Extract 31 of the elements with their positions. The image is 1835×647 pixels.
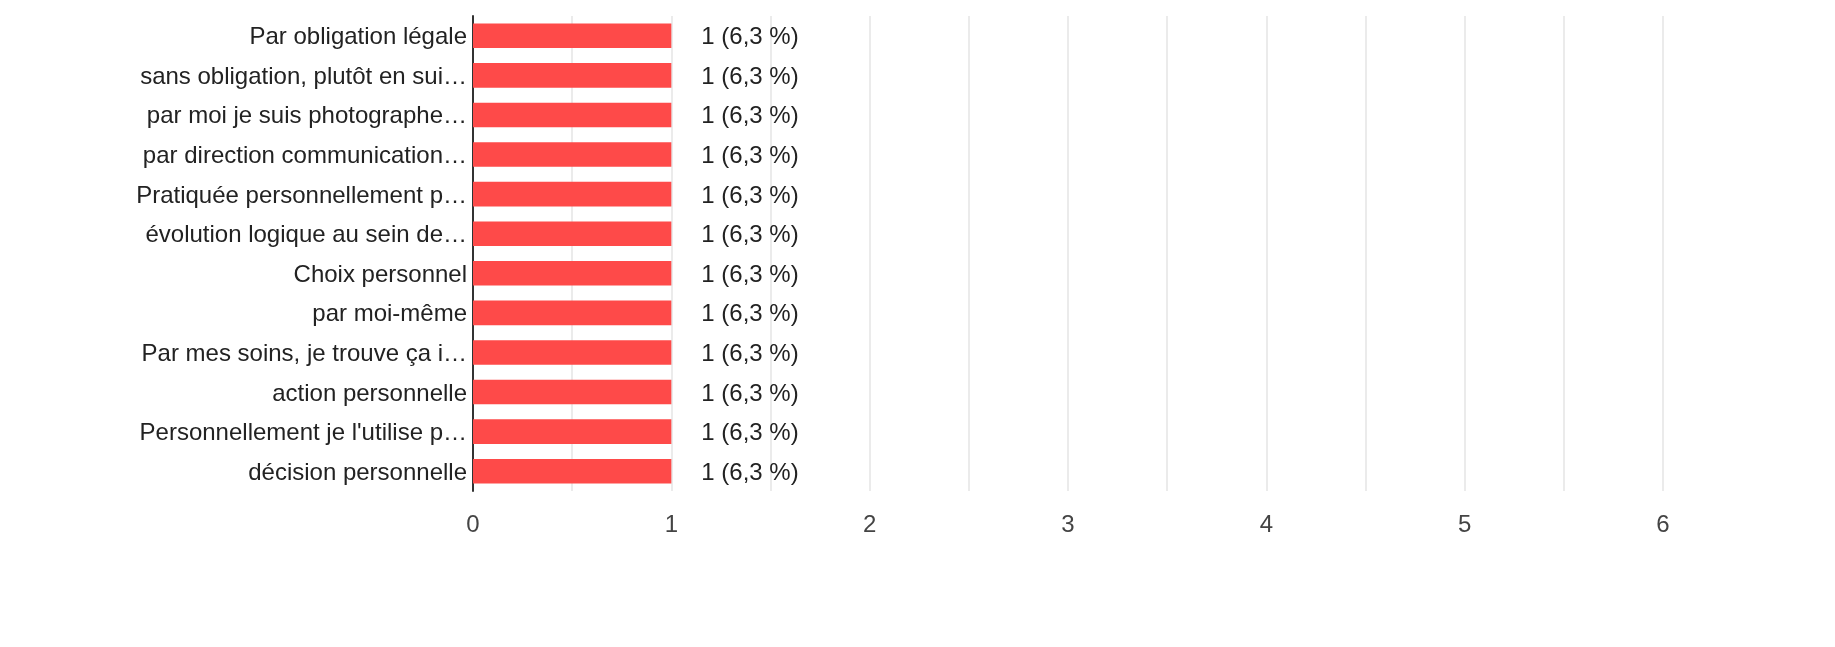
- y-tick-label: Pratiquée personnellement p…: [136, 180, 467, 208]
- x-tick-label: 4: [1259, 509, 1274, 537]
- data-label: 1 (6,3 %): [701, 22, 799, 50]
- y-tick-label: évolution logique au sein de…: [145, 220, 467, 248]
- x-tick-label: 1: [664, 509, 679, 537]
- data-label: 1 (6,3 %): [701, 418, 799, 446]
- data-label: 1 (6,3 %): [701, 220, 799, 248]
- x-tick-label: 0: [466, 509, 480, 537]
- y-tick-label: par moi-même: [312, 299, 467, 327]
- data-label: 1 (6,3 %): [701, 141, 799, 169]
- y-tick-label: par direction communication…: [142, 141, 467, 169]
- data-label: 1 (6,3 %): [701, 180, 799, 208]
- data-label: 1 (6,3 %): [701, 259, 799, 287]
- x-tick-label: 6: [1656, 509, 1670, 537]
- y-tick-label: Choix personnel: [293, 259, 467, 287]
- data-label: 1 (6,3 %): [701, 338, 799, 366]
- y-tick-label: Par obligation légale: [249, 22, 467, 50]
- x-tick-label: 2: [862, 509, 877, 537]
- y-tick-label: sans obligation, plutôt en sui…: [140, 61, 467, 89]
- x-tick-label: 5: [1457, 509, 1472, 537]
- y-tick-label: décision personnelle: [248, 457, 467, 485]
- data-label: 1 (6,3 %): [701, 457, 799, 485]
- data-label: 1 (6,3 %): [701, 378, 799, 406]
- y-tick-label: action personnelle: [272, 378, 467, 406]
- data-label: 1 (6,3 %): [701, 61, 799, 89]
- x-tick-label: 3: [1061, 509, 1075, 537]
- y-tick-label: Par mes soins, je trouve ça i…: [141, 338, 467, 366]
- y-tick-label: Personnellement je l'utilise p…: [139, 418, 467, 446]
- data-label: 1 (6,3 %): [701, 299, 799, 327]
- y-tick-label: par moi je suis photographe…: [146, 101, 467, 129]
- data-label: 1 (6,3 %): [701, 101, 799, 129]
